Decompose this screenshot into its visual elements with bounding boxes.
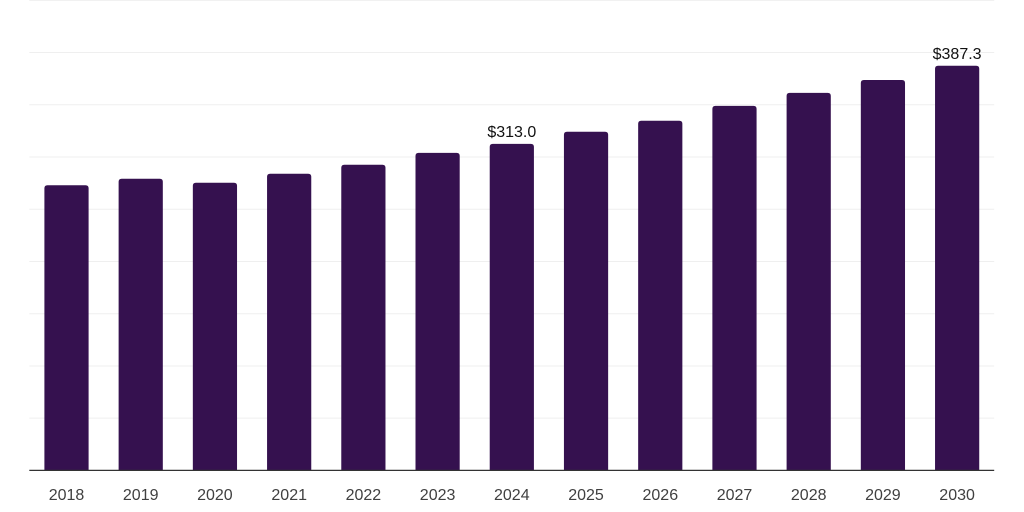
svg-text:2028: 2028 <box>791 487 827 504</box>
svg-text:2027: 2027 <box>717 487 753 504</box>
svg-text:2025: 2025 <box>568 487 604 504</box>
svg-text:2020: 2020 <box>197 487 233 504</box>
svg-text:2018: 2018 <box>49 487 85 504</box>
svg-text:2023: 2023 <box>420 487 456 504</box>
svg-text:2021: 2021 <box>271 487 307 504</box>
svg-text:2030: 2030 <box>939 487 975 504</box>
svg-text:2019: 2019 <box>123 487 159 504</box>
svg-text:2029: 2029 <box>865 487 901 504</box>
svg-text:$387.3: $387.3 <box>933 46 982 63</box>
svg-text:2022: 2022 <box>346 487 382 504</box>
svg-text:$313.0: $313.0 <box>487 124 536 141</box>
svg-text:2024: 2024 <box>494 487 530 504</box>
svg-text:2026: 2026 <box>643 487 679 504</box>
